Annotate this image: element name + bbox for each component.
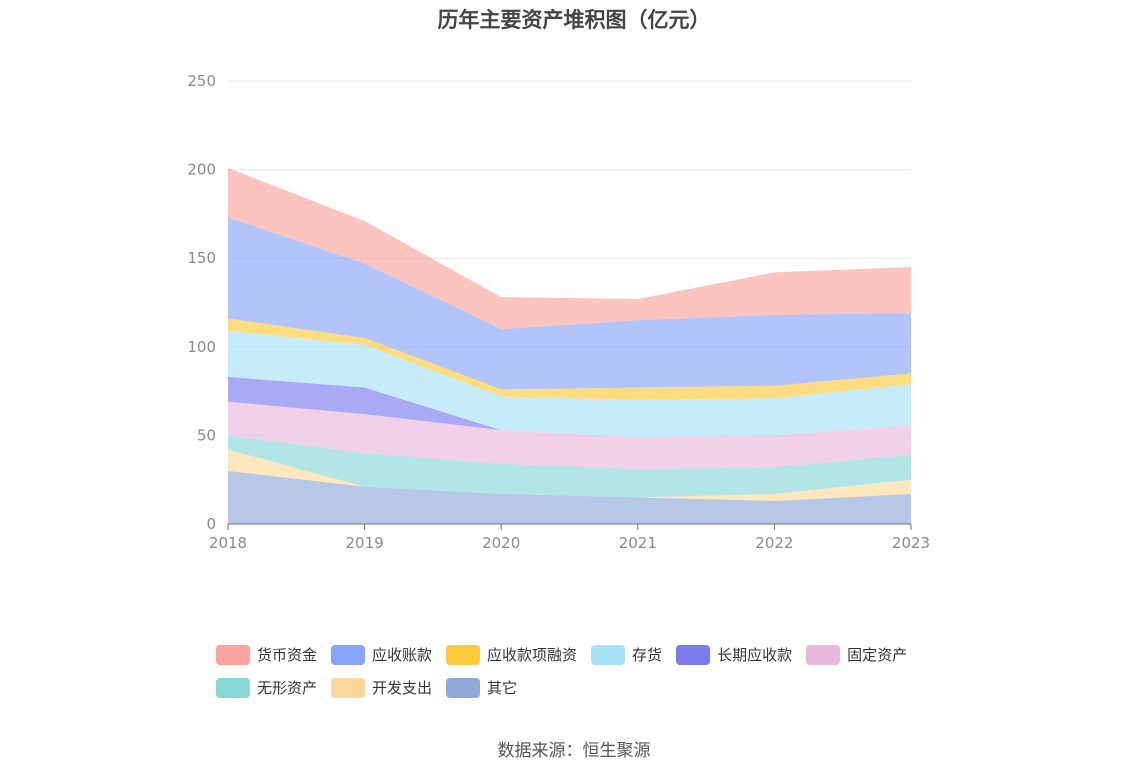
legend-item[interactable]: 开发支出 <box>331 677 432 698</box>
legend-item[interactable]: 货币资金 <box>216 644 317 665</box>
y-tick-label: 150 <box>187 249 216 267</box>
area-3 <box>228 401 911 470</box>
area-5 <box>228 330 911 438</box>
x-tick-label: 2023 <box>892 534 930 552</box>
x-tick-label: 2021 <box>619 534 657 552</box>
legend-item[interactable]: 应收款项融资 <box>446 644 577 665</box>
legend-item[interactable]: 其它 <box>446 677 517 698</box>
y-tick-label: 0 <box>206 515 216 533</box>
legend-item[interactable]: 固定资产 <box>806 644 907 665</box>
legend-item[interactable]: 长期应收款 <box>676 644 792 665</box>
legend-item[interactable]: 无形资产 <box>216 677 317 698</box>
axes: 0 50 100 150 200 250 2018 2019 2020 2021 2022 2023 <box>187 72 930 552</box>
legend-swatch <box>446 644 481 665</box>
area-series <box>228 167 911 524</box>
legend-item[interactable]: 应收账款 <box>331 644 432 665</box>
y-tick-label: 50 <box>197 426 216 444</box>
stacked-area-chart: 0 50 100 150 200 250 2018 2019 2020 2021 2022 2023 <box>187 72 930 552</box>
legend-row: 无形资产 开发支出 其它 <box>216 671 956 704</box>
area-1 <box>228 449 911 501</box>
legend: 货币资金 应收账款 应收款项融资 存货 长期应收款 固定资产无形资产 开发支出 其它 <box>216 638 956 704</box>
y-tick-label: 200 <box>187 161 216 179</box>
x-tick-label: 2019 <box>346 534 384 552</box>
legend-swatch <box>591 644 626 665</box>
legend-swatch <box>676 644 711 665</box>
legend-label: 固定资产 <box>847 646 908 664</box>
legend-swatch <box>216 644 250 665</box>
legend-item[interactable]: 存货 <box>591 644 662 665</box>
legend-label: 应收款项融资 <box>487 646 578 664</box>
y-tick-label: 250 <box>187 72 216 90</box>
legend-label: 应收账款 <box>372 646 433 664</box>
area-7 <box>228 217 911 390</box>
legend-label: 存货 <box>632 646 663 664</box>
x-tick-label: 2020 <box>482 534 520 552</box>
legend-label: 其它 <box>487 679 518 697</box>
legend-swatch <box>331 677 366 698</box>
data-source-note: 数据来源：恒生聚源 <box>497 741 651 761</box>
area-8 <box>228 167 911 330</box>
legend-label: 货币资金 <box>257 646 318 664</box>
legend-label: 开发支出 <box>372 679 433 697</box>
x-tick-label: 2018 <box>209 534 247 552</box>
chart-title: 历年主要资产堆积图（亿元） <box>437 8 711 32</box>
area-4 <box>228 376 911 438</box>
legend-label: 长期应收款 <box>717 646 793 664</box>
legend-swatch <box>216 677 250 698</box>
legend-row: 货币资金 应收账款 应收款项融资 存货 长期应收款 固定资产 <box>216 638 956 671</box>
x-tick-label: 2022 <box>755 534 793 552</box>
y-tick-label: 100 <box>187 338 216 356</box>
legend-swatch <box>806 644 841 665</box>
legend-label: 无形资产 <box>257 679 318 697</box>
legend-swatch <box>446 677 481 698</box>
legend-swatch <box>331 644 366 665</box>
area-0 <box>228 470 911 524</box>
